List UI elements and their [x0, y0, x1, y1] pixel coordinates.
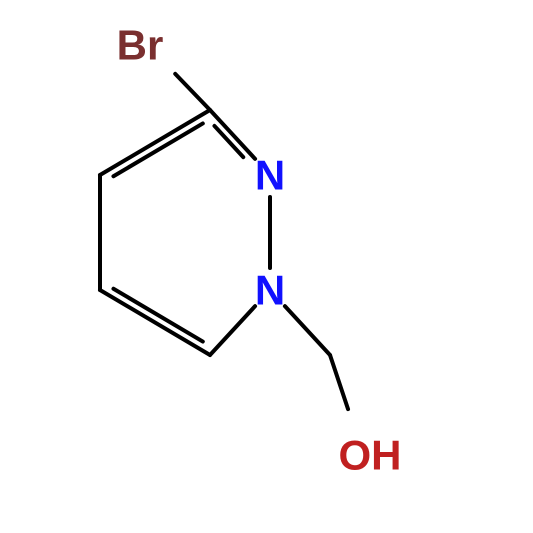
atom-label-oh: OH — [339, 432, 402, 479]
bond-line — [330, 355, 348, 409]
bond-line — [210, 306, 255, 355]
bond-line — [100, 290, 210, 355]
bond-line — [285, 306, 330, 355]
bond-line — [210, 110, 255, 159]
atom-label-n2: N — [255, 267, 285, 314]
atom-label-br: Br — [117, 22, 164, 69]
bond-line — [100, 110, 210, 175]
molecule-canvas: Br N N OH — [0, 0, 533, 533]
atom-label-n1: N — [255, 152, 285, 199]
bond-line — [113, 289, 202, 342]
bond-line — [175, 74, 210, 110]
bond-line — [113, 123, 202, 176]
